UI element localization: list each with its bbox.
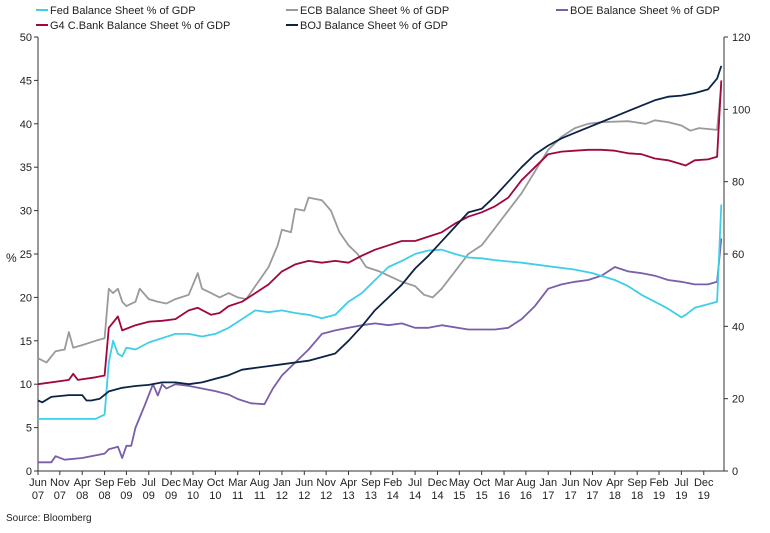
right-tick-label: 40 [732, 321, 744, 333]
x-tick-year: 10 [187, 490, 199, 502]
x-tick-month: Apr [606, 477, 623, 489]
x-tick-year: 12 [298, 490, 310, 502]
x-tick-year: 09 [165, 490, 177, 502]
x-tick-month: Dec [694, 477, 714, 489]
source-note: Source: Bloomberg [6, 513, 92, 524]
x-tick-year: 16 [498, 490, 510, 502]
series-line-boe-balance-sheet-of-gdp [38, 238, 723, 464]
x-tick-year: 17 [586, 490, 598, 502]
left-tick-label: 0 [26, 466, 32, 478]
x-tick-year: 16 [520, 490, 532, 502]
right-tick-label: 100 [732, 104, 750, 116]
x-tick-month: May [449, 477, 470, 489]
x-tick-year: 18 [609, 490, 621, 502]
series-line-ecb-balance-sheet-of-gdp [37, 84, 723, 364]
x-tick-month: May [183, 477, 204, 489]
x-tick-month: Mar [495, 477, 514, 489]
x-tick-month: Jul [408, 477, 422, 489]
x-tick-year: 15 [453, 490, 465, 502]
x-tick-year: 09 [143, 490, 155, 502]
x-tick-month: Jun [562, 477, 580, 489]
x-tick-year: 12 [276, 490, 288, 502]
x-tick-month: Aug [250, 477, 270, 489]
left-tick-label: 35 [20, 162, 32, 174]
x-tick-month: Jun [295, 477, 313, 489]
x-tick-year: 19 [698, 490, 710, 502]
x-tick-month: Apr [74, 477, 91, 489]
x-tick-month: Oct [207, 477, 224, 489]
legend-entry: G4 C.Bank Balance Sheet % of GDP [50, 20, 230, 32]
legend-entry: Fed Balance Sheet % of GDP [50, 5, 196, 17]
x-tick-year: 08 [76, 490, 88, 502]
left-tick-label: 45 [20, 75, 32, 87]
x-tick-year: 12 [320, 490, 332, 502]
right-tick-label: 60 [732, 249, 744, 261]
x-tick-year: 13 [365, 490, 377, 502]
x-tick-year: 08 [98, 490, 110, 502]
x-tick-month: Feb [117, 477, 136, 489]
x-tick-month: Jun [29, 477, 47, 489]
x-tick-month: Sep [95, 477, 115, 489]
x-tick-month: Aug [516, 477, 536, 489]
right-tick-label: 0 [732, 466, 738, 478]
x-tick-month: Sep [627, 477, 647, 489]
x-tick-year: 14 [431, 490, 443, 502]
x-tick-year: 19 [653, 490, 665, 502]
right-tick-label: 80 [732, 177, 744, 189]
right-tick-label: 120 [732, 32, 750, 44]
x-tick-month: Dec [161, 477, 181, 489]
x-tick-month: Jan [273, 477, 291, 489]
series-line-g4-c-bank-balance-sheet-of-gdp [37, 80, 723, 386]
x-tick-month: Feb [650, 477, 669, 489]
x-tick-month: Feb [383, 477, 402, 489]
x-tick-month: Nov [583, 477, 603, 489]
x-tick-month: Nov [50, 477, 70, 489]
left-tick-label: 20 [20, 292, 32, 304]
x-tick-month: Jul [674, 477, 688, 489]
x-tick-month: Nov [316, 477, 336, 489]
left-tick-label: 40 [20, 119, 32, 131]
x-tick-year: 13 [342, 490, 354, 502]
left-tick-label: 50 [20, 32, 32, 44]
left-tick-label: 25 [20, 249, 32, 261]
chart-series-lines [37, 65, 723, 464]
x-tick-month: Jan [539, 477, 557, 489]
legend-entry: BOE Balance Sheet % of GDP [570, 5, 720, 17]
left-tick-label: 30 [20, 206, 32, 218]
x-tick-year: 11 [232, 490, 243, 502]
left-tick-label: 5 [26, 423, 32, 435]
chart-axes: 05101520253035404550020406080100120Jun07… [20, 32, 751, 502]
x-tick-year: 07 [32, 490, 44, 502]
x-tick-year: 17 [564, 490, 576, 502]
x-tick-year: 14 [387, 490, 399, 502]
legend-entry: BOJ Balance Sheet % of GDP [300, 20, 448, 32]
x-tick-year: 11 [254, 490, 265, 502]
x-tick-year: 07 [54, 490, 66, 502]
x-tick-month: Sep [361, 477, 381, 489]
x-tick-month: Jul [142, 477, 156, 489]
x-tick-year: 14 [409, 490, 421, 502]
x-tick-year: 09 [120, 490, 132, 502]
x-tick-month: Mar [228, 477, 247, 489]
left-tick-label: 15 [20, 336, 32, 348]
series-line-boj-balance-sheet-of-gdp [37, 65, 723, 404]
x-tick-month: Oct [473, 477, 490, 489]
x-tick-year: 15 [476, 490, 488, 502]
y-axis-label: % [6, 251, 17, 265]
x-tick-month: Apr [340, 477, 357, 489]
left-tick-label: 10 [20, 379, 32, 391]
x-tick-year: 17 [542, 490, 554, 502]
x-tick-year: 18 [631, 490, 643, 502]
series-line-fed-balance-sheet-of-gdp [38, 204, 723, 420]
x-tick-year: 19 [675, 490, 687, 502]
x-tick-year: 10 [209, 490, 221, 502]
legend-entry: ECB Balance Sheet % of GDP [300, 5, 449, 17]
x-tick-month: Dec [428, 477, 448, 489]
chart-legend: Fed Balance Sheet % of GDP ECB Balance Sh… [36, 5, 720, 32]
right-tick-label: 20 [732, 394, 744, 406]
